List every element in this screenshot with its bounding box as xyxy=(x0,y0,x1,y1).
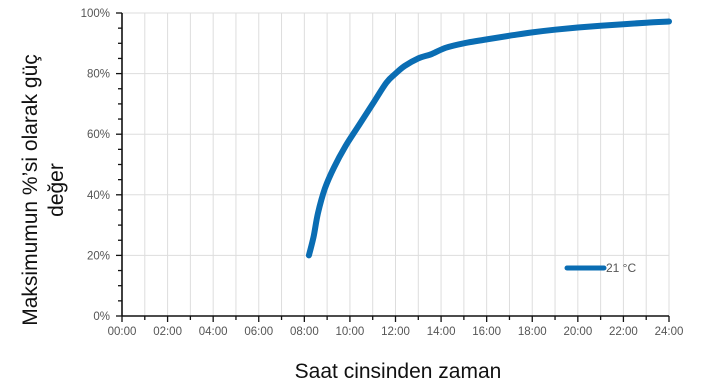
series-line xyxy=(305,18,672,259)
y-tick-label: 60% xyxy=(87,129,110,141)
x-tick-label: 22:00 xyxy=(609,326,638,338)
series-lines xyxy=(305,18,672,259)
y-tick-labels: 0% 20% 40% 60% 80% 100% xyxy=(81,8,110,323)
y-tick-label: 0% xyxy=(93,311,110,323)
x-tick-label: 14:00 xyxy=(427,326,456,338)
axes xyxy=(116,12,670,322)
x-tick-label: 06:00 xyxy=(244,326,273,338)
legend: 21 °C xyxy=(564,261,636,275)
y-tick-label: 80% xyxy=(87,69,110,81)
x-tick-label: 24:00 xyxy=(655,326,684,338)
x-tick-label: 18:00 xyxy=(518,326,547,338)
x-tick-label: 00:00 xyxy=(108,326,137,338)
x-tick-label: 04:00 xyxy=(199,326,228,338)
x-tick-label: 20:00 xyxy=(563,326,592,338)
legend-label: 21 °C xyxy=(606,261,636,275)
y-axis-title-line1: Maksimumun %’si olarak güç xyxy=(19,54,42,326)
y-axis-title-line2: değer xyxy=(45,163,68,217)
x-tick-label: 02:00 xyxy=(153,326,182,338)
y-tick-label: 20% xyxy=(87,250,110,262)
grid-lines xyxy=(122,12,670,316)
x-tick-label: 16:00 xyxy=(472,326,501,338)
x-tick-label: 08:00 xyxy=(290,326,319,338)
x-axis-title: Saat cinsinden zaman xyxy=(295,360,502,383)
x-tick-labels: 00:00 02:00 04:00 06:00 08:00 10:00 12:00 14:00… xyxy=(108,326,684,338)
y-tick-label: 100% xyxy=(81,8,110,20)
y-tick-label: 40% xyxy=(87,190,110,202)
x-tick-label: 12:00 xyxy=(381,326,410,338)
x-tick-label: 10:00 xyxy=(336,326,365,338)
